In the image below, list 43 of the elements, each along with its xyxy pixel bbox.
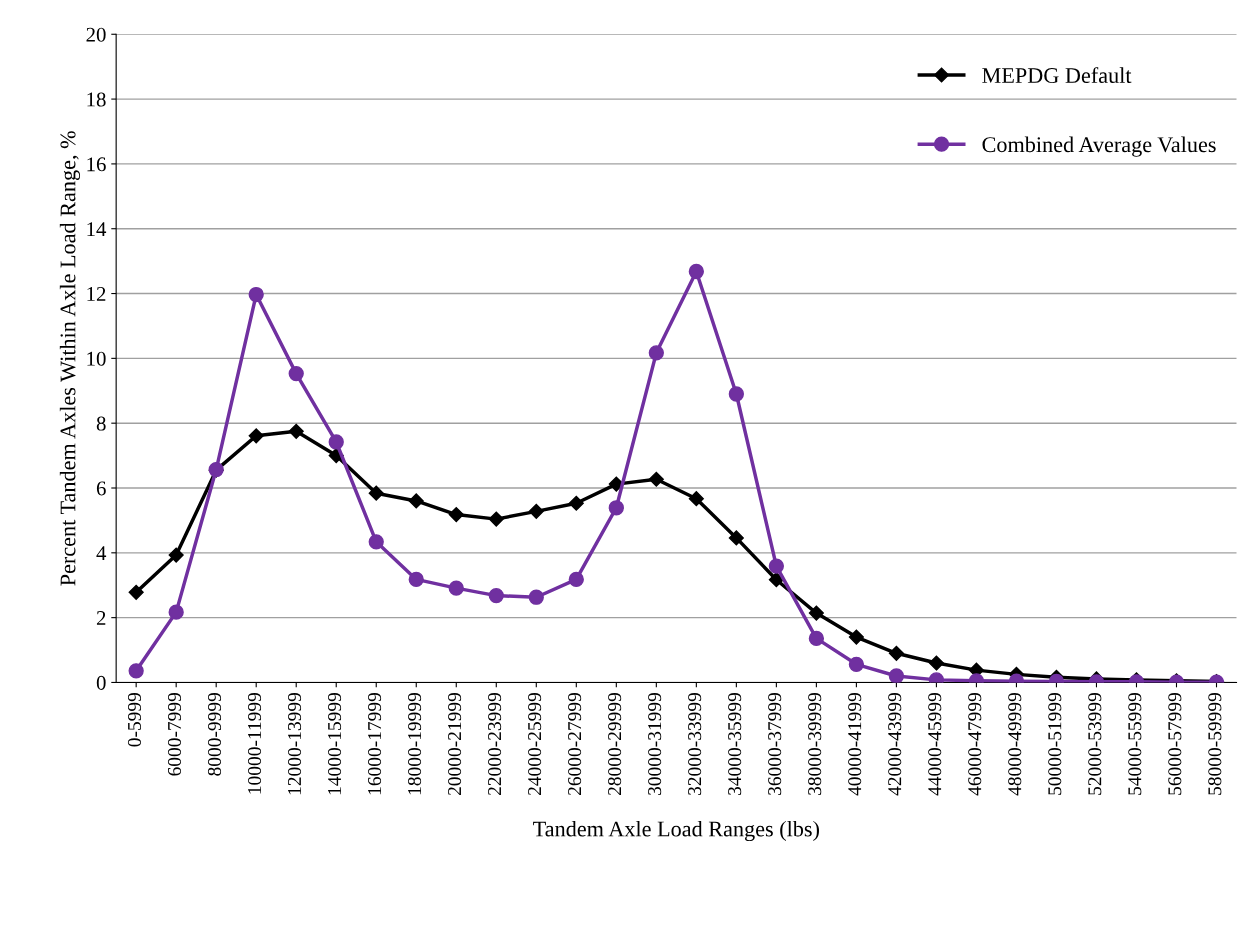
x-tick-label: 58000-59999	[1208, 692, 1222, 795]
x-tick-label: 52000-53999	[1088, 692, 1102, 795]
legend-label: MEPDG Default	[982, 67, 1132, 83]
y-tick-label: 12	[87, 286, 106, 301]
x-tick-label: 34000-35999	[728, 692, 742, 795]
x-tick-label: 24000-25999	[528, 692, 542, 796]
x-tick-label: 16000-17999	[367, 692, 382, 795]
x-tick-label: 12000-13999	[287, 692, 302, 795]
y-tick-label: 10	[87, 351, 106, 366]
y-tick-label: 14	[87, 222, 107, 236]
legend-label: Combined Average Values	[982, 136, 1216, 157]
x-tick-label: 56000-57999	[1168, 692, 1182, 795]
x-tick-label: 32000-33999	[688, 692, 702, 795]
x-tick-label: 48000-49999	[1008, 692, 1022, 796]
x-tick-label: 26000-27999	[568, 692, 582, 796]
x-tick-label: 36000-37999	[768, 692, 782, 795]
x-axis-title: Tandem Axle Load Ranges (lbs)	[533, 820, 819, 842]
x-tick-label: 50000-51999	[1048, 692, 1062, 795]
x-tick-label: 14000-15999	[327, 692, 342, 795]
y-tick-label: 0	[96, 675, 106, 690]
x-tick-label: 20000-21999	[448, 692, 462, 796]
y-axis-title: Percent Tandem Axles Within Axle Load Range, %	[59, 131, 81, 586]
y-tick-label: 2	[96, 611, 106, 625]
x-tick-label: 30000-31999	[648, 692, 662, 795]
x-tick-label: 22000-23999	[488, 692, 502, 796]
x-tick-label: 28000-29999	[608, 692, 622, 796]
x-tick-label: 42000-43999	[888, 692, 902, 796]
x-tick-label: 46000-47999	[968, 692, 982, 796]
y-tick-label: 8	[96, 416, 106, 431]
x-tick-label: 0-5999	[127, 692, 142, 747]
y-tick-label: 6	[96, 481, 106, 496]
x-tick-label: 38000-39999	[808, 692, 822, 795]
x-tick-label: 6000-7999	[167, 692, 182, 776]
x-tick-label: 44000-45999	[928, 692, 942, 796]
x-tick-label: 18000-19999	[408, 692, 422, 795]
x-tick-label: 40000-41999	[848, 692, 862, 796]
x-tick-label: 8000-9999	[207, 692, 222, 776]
y-tick-label: 4	[96, 546, 107, 561]
y-tick-label: 20	[86, 27, 106, 42]
y-tick-label: 16	[87, 157, 106, 172]
x-tick-label: 54000-55999	[1128, 692, 1142, 795]
x-tick-label: 10000-11999	[247, 692, 262, 794]
y-tick-label: 18	[87, 92, 106, 107]
